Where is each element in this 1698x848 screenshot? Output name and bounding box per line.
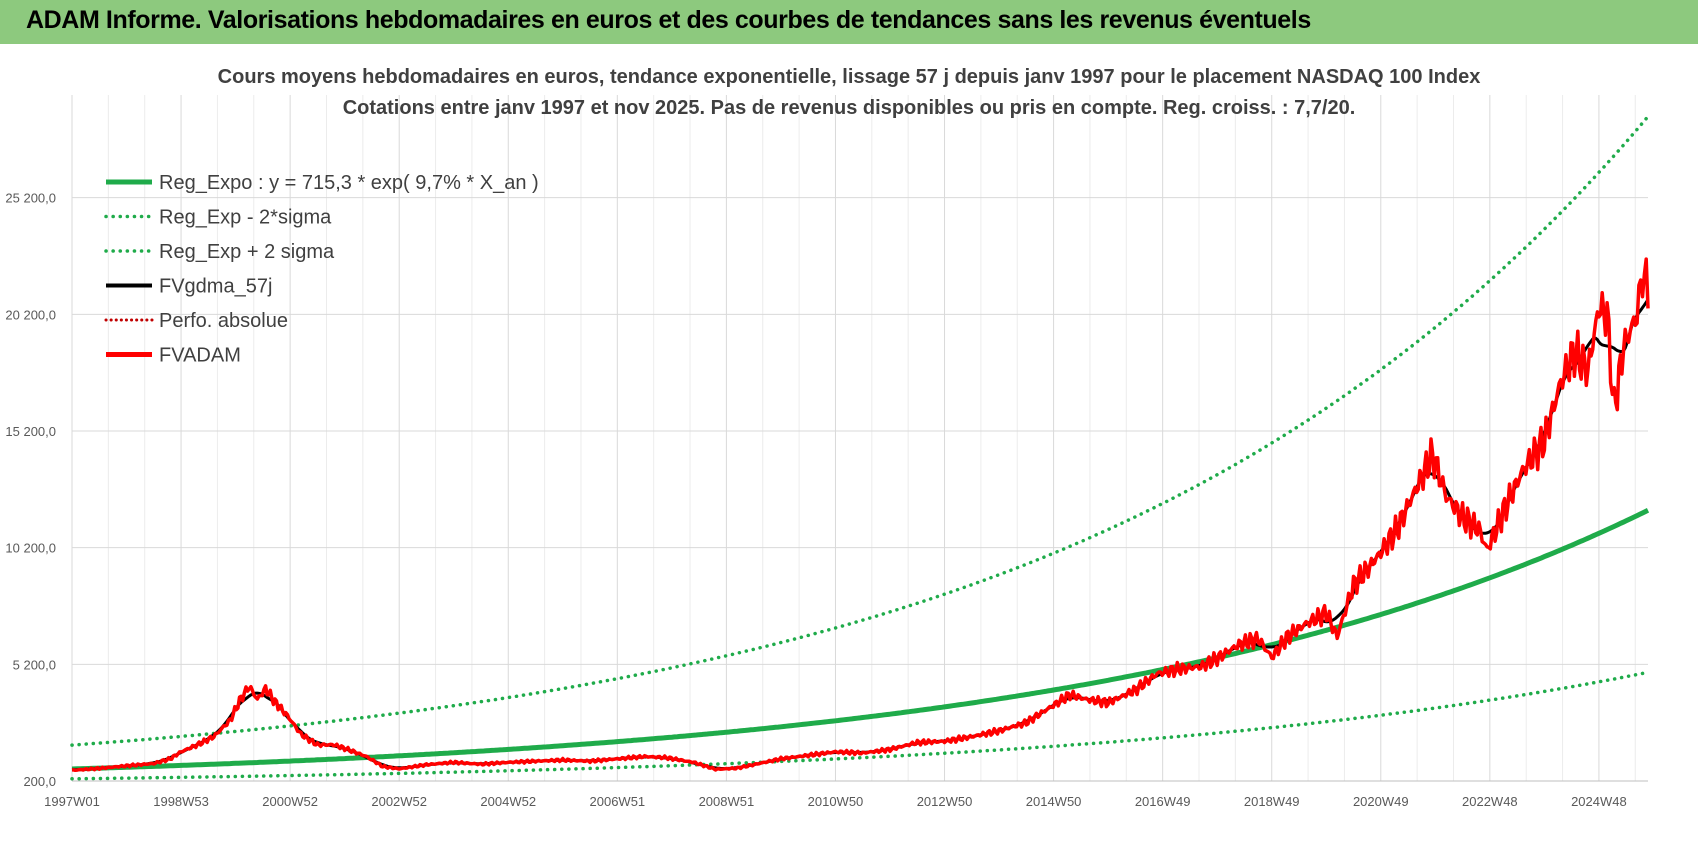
legend-fvadam-label: FVADAM <box>159 345 241 367</box>
x-tick-label: 2020W49 <box>1353 794 1409 809</box>
y-axis: 200,0 5 200,0 10 200,0 15 200,0 20 200,0 25 2… <box>5 191 56 789</box>
legend-fvgdma-label: FVgdma_57j <box>159 276 272 298</box>
x-axis: 1997W01 1998W53 2000W52 2002W52 2004W52 2006W… <box>44 780 1648 809</box>
x-tick-label: 2004W52 <box>480 794 536 809</box>
legend-reg-expo-label: Reg_Expo : y = 715,3 * exp( 9,7% * X_an … <box>159 172 539 194</box>
x-tick-label: 2022W48 <box>1462 794 1518 809</box>
header-bar: ADAM Informe. Valorisations hebdomadaire… <box>0 0 1698 44</box>
x-tick-label: 2016W49 <box>1135 794 1191 809</box>
x-tick-label: 2012W50 <box>917 794 973 809</box>
x-tick-label: 2002W52 <box>371 794 427 809</box>
x-tick-label: 2006W51 <box>590 794 646 809</box>
y-tick-label: 15 200,0 <box>5 424 56 439</box>
series-fvadam <box>71 257 1650 773</box>
series-reg-minus-2sigma <box>70 670 1650 781</box>
y-tick-label: 20 200,0 <box>5 307 56 322</box>
page-title: ADAM Informe. Valorisations hebdomadaire… <box>26 6 1311 34</box>
x-tick-label: 1997W01 <box>44 794 100 809</box>
x-tick-label: 2000W52 <box>262 794 318 809</box>
x-tick-label: 2010W50 <box>808 794 864 809</box>
y-tick-label: 5 200,0 <box>13 657 56 672</box>
chart-title-line-1: Cours moyens hebdomadaires en euros, ten… <box>218 66 1481 88</box>
y-tick-label: 25 200,0 <box>5 191 56 206</box>
chart-series <box>70 114 1650 781</box>
chart: Cours moyens hebdomadaires en euros, ten… <box>0 44 1698 848</box>
legend: Reg_Expo : y = 715,3 * exp( 9,7% * X_an … <box>104 172 539 367</box>
y-tick-label: 200,0 <box>23 774 56 789</box>
x-tick-label: 2018W49 <box>1244 794 1300 809</box>
y-tick-label: 10 200,0 <box>5 541 56 556</box>
legend-reg-minus-label: Reg_Exp - 2*sigma <box>159 207 332 229</box>
chart-background <box>0 44 1698 848</box>
series-reg-expo <box>71 508 1650 772</box>
legend-reg-plus-label: Reg_Exp + 2 sigma <box>159 241 335 263</box>
x-tick-label: 1998W53 <box>153 794 209 809</box>
x-tick-label: 2024W48 <box>1571 794 1627 809</box>
legend-perfo-label: Perfo. absolue <box>159 310 288 332</box>
x-tick-label: 2014W50 <box>1026 794 1082 809</box>
x-tick-label: 2008W51 <box>699 794 755 809</box>
chart-title-line-2: Cotations entre janv 1997 et nov 2025. P… <box>343 97 1356 119</box>
series-reg-plus-2sigma <box>70 114 1650 747</box>
